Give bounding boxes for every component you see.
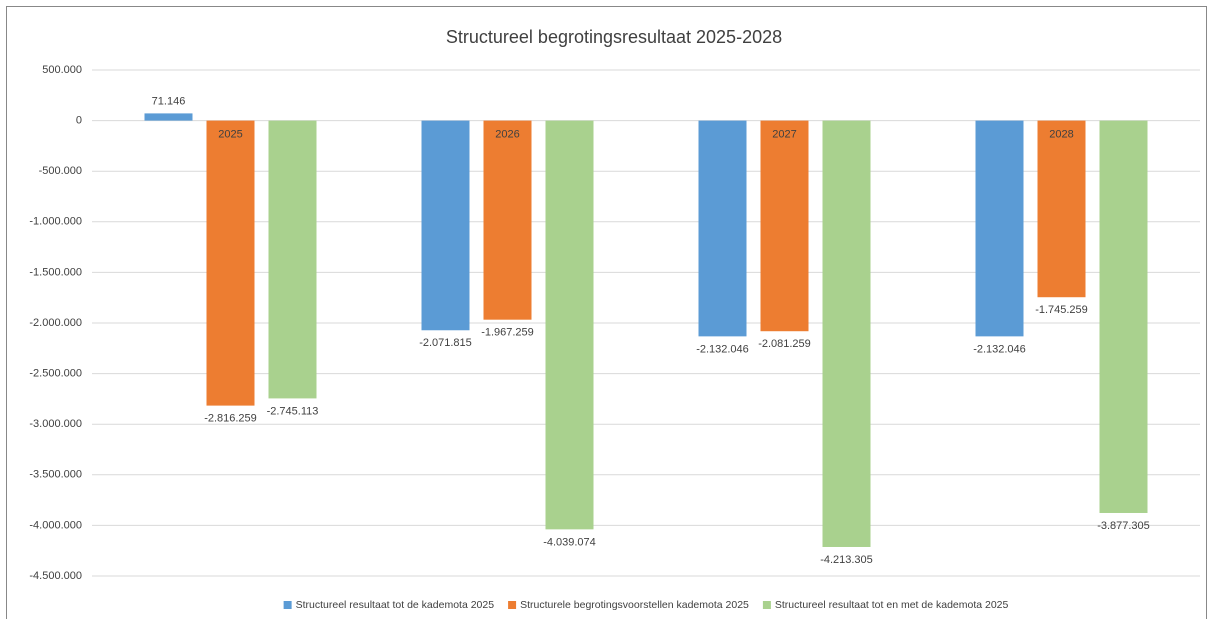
y-tick-label: -4.000.000	[29, 519, 82, 531]
legend-swatch	[283, 601, 292, 609]
data-label: -2.132.046	[696, 343, 749, 355]
x-tick-label: 2027	[772, 129, 796, 141]
bar	[1099, 120, 1148, 513]
bar	[545, 120, 594, 530]
data-label: -1.745.259	[1035, 304, 1088, 316]
bar	[975, 120, 1024, 337]
data-label: -2.081.259	[758, 338, 811, 350]
data-label: -3.877.305	[1097, 520, 1150, 532]
bar	[421, 120, 470, 331]
y-tick-label: -2.000.000	[29, 317, 82, 329]
data-label: -2.071.815	[419, 337, 472, 349]
bar	[822, 120, 871, 547]
legend-label: Structureel resultaat tot de kademota 20…	[296, 599, 495, 611]
y-tick-label: -1.500.000	[29, 266, 82, 278]
data-label: 71.146	[152, 95, 186, 107]
y-tick-label: -3.000.000	[29, 418, 82, 430]
x-tick-label: 2026	[495, 129, 519, 141]
bar	[698, 120, 747, 337]
chart-title: Structureel begrotingsresultaat 2025-202…	[446, 27, 782, 47]
legend-swatch	[762, 601, 771, 609]
data-label: -1.967.259	[481, 327, 534, 339]
y-tick-label: -500.000	[39, 165, 82, 177]
data-label: -4.213.305	[820, 554, 873, 566]
data-label: -4.039.074	[543, 536, 596, 548]
data-label: -2.816.259	[204, 413, 257, 425]
y-tick-label: -3.500.000	[29, 469, 82, 481]
x-tick-label: 2025	[218, 129, 242, 141]
y-tick-label: -1.000.000	[29, 216, 82, 228]
bar	[1037, 120, 1086, 298]
y-tick-label: 0	[76, 115, 82, 127]
y-tick-label: -4.500.000	[29, 570, 82, 582]
y-tick-label: 500.000	[42, 64, 82, 76]
legend-label: Structureel resultaat tot en met de kade…	[775, 599, 1009, 611]
bar	[144, 113, 193, 121]
data-label: -2.132.046	[973, 343, 1026, 355]
bar	[206, 120, 255, 406]
bar	[483, 120, 532, 320]
chart-frame	[6, 6, 1207, 619]
bar	[760, 120, 809, 332]
data-label: -2.745.113	[267, 405, 319, 417]
legend-swatch	[508, 601, 517, 609]
legend-label: Structurele begrotingsvoorstellen kademo…	[520, 599, 749, 611]
bar	[268, 120, 317, 399]
x-tick-label: 2028	[1049, 129, 1073, 141]
y-tick-label: -2.500.000	[29, 368, 82, 380]
